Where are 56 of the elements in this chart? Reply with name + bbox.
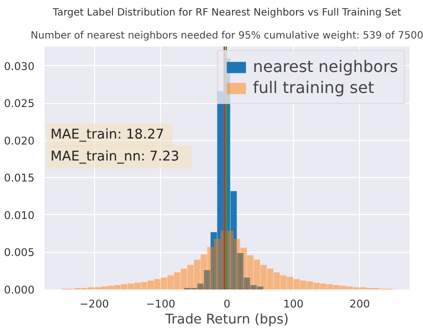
bar [134,282,141,290]
bar [160,278,168,290]
bar [140,282,148,290]
bar [200,254,207,290]
chart-subtitle: Number of nearest neighbors needed for 95% cumulative weight: 539 of 7500 [30,30,423,42]
bar [108,286,114,290]
bar [167,275,174,290]
bar [254,260,260,290]
bar [306,281,314,290]
bar [101,286,108,290]
x-tick-label: 200 [350,298,370,310]
y-tick-label: 0.020 [4,134,35,148]
bar [174,272,180,290]
x-tick-label: −200 [80,298,110,310]
bar [120,284,128,290]
bar [234,238,240,290]
bar [286,276,294,290]
chart-title: Target Label Distribution for RF Nearest Neighbors vs Full Training Set [52,8,402,18]
y-tick-label: 0.000 [4,284,35,296]
bar [326,284,334,290]
bar [313,282,320,290]
y-tick-label: 0.025 [4,97,35,110]
annotation: MAE_train: 18.27 [50,128,164,142]
bar [240,248,247,290]
bar [320,284,326,290]
legend-label: nearest neighbors [252,57,398,76]
bar [214,238,220,290]
x-tick-label: 100 [283,298,304,310]
bar [346,286,353,290]
bar [274,272,280,290]
bar [194,260,200,290]
x-axis-title: Trade Return (bps) [164,312,289,328]
bar [247,255,254,290]
bar [128,284,134,290]
legend-label: full training set [252,78,374,97]
bar [294,279,300,290]
bar [266,268,274,290]
bar [280,275,287,290]
y-tick-label: 0.015 [4,172,35,185]
bar [148,280,154,290]
y-tick-label: 0.005 [4,246,35,260]
annotation: MAE_train_nn: 7.23 [50,150,180,164]
bar [114,285,121,290]
bar [154,279,160,290]
bar [340,286,346,290]
x-tick-label: −100 [146,298,176,310]
bar [227,230,234,290]
bar [207,247,214,290]
bar [300,280,306,290]
y-tick-label: 0.030 [4,60,35,73]
bar [333,285,340,290]
bar [180,268,188,290]
x-tick-label: 0 [224,298,231,310]
y-tick-label: 0.010 [4,208,35,222]
bar [187,264,194,290]
bar [260,264,267,290]
